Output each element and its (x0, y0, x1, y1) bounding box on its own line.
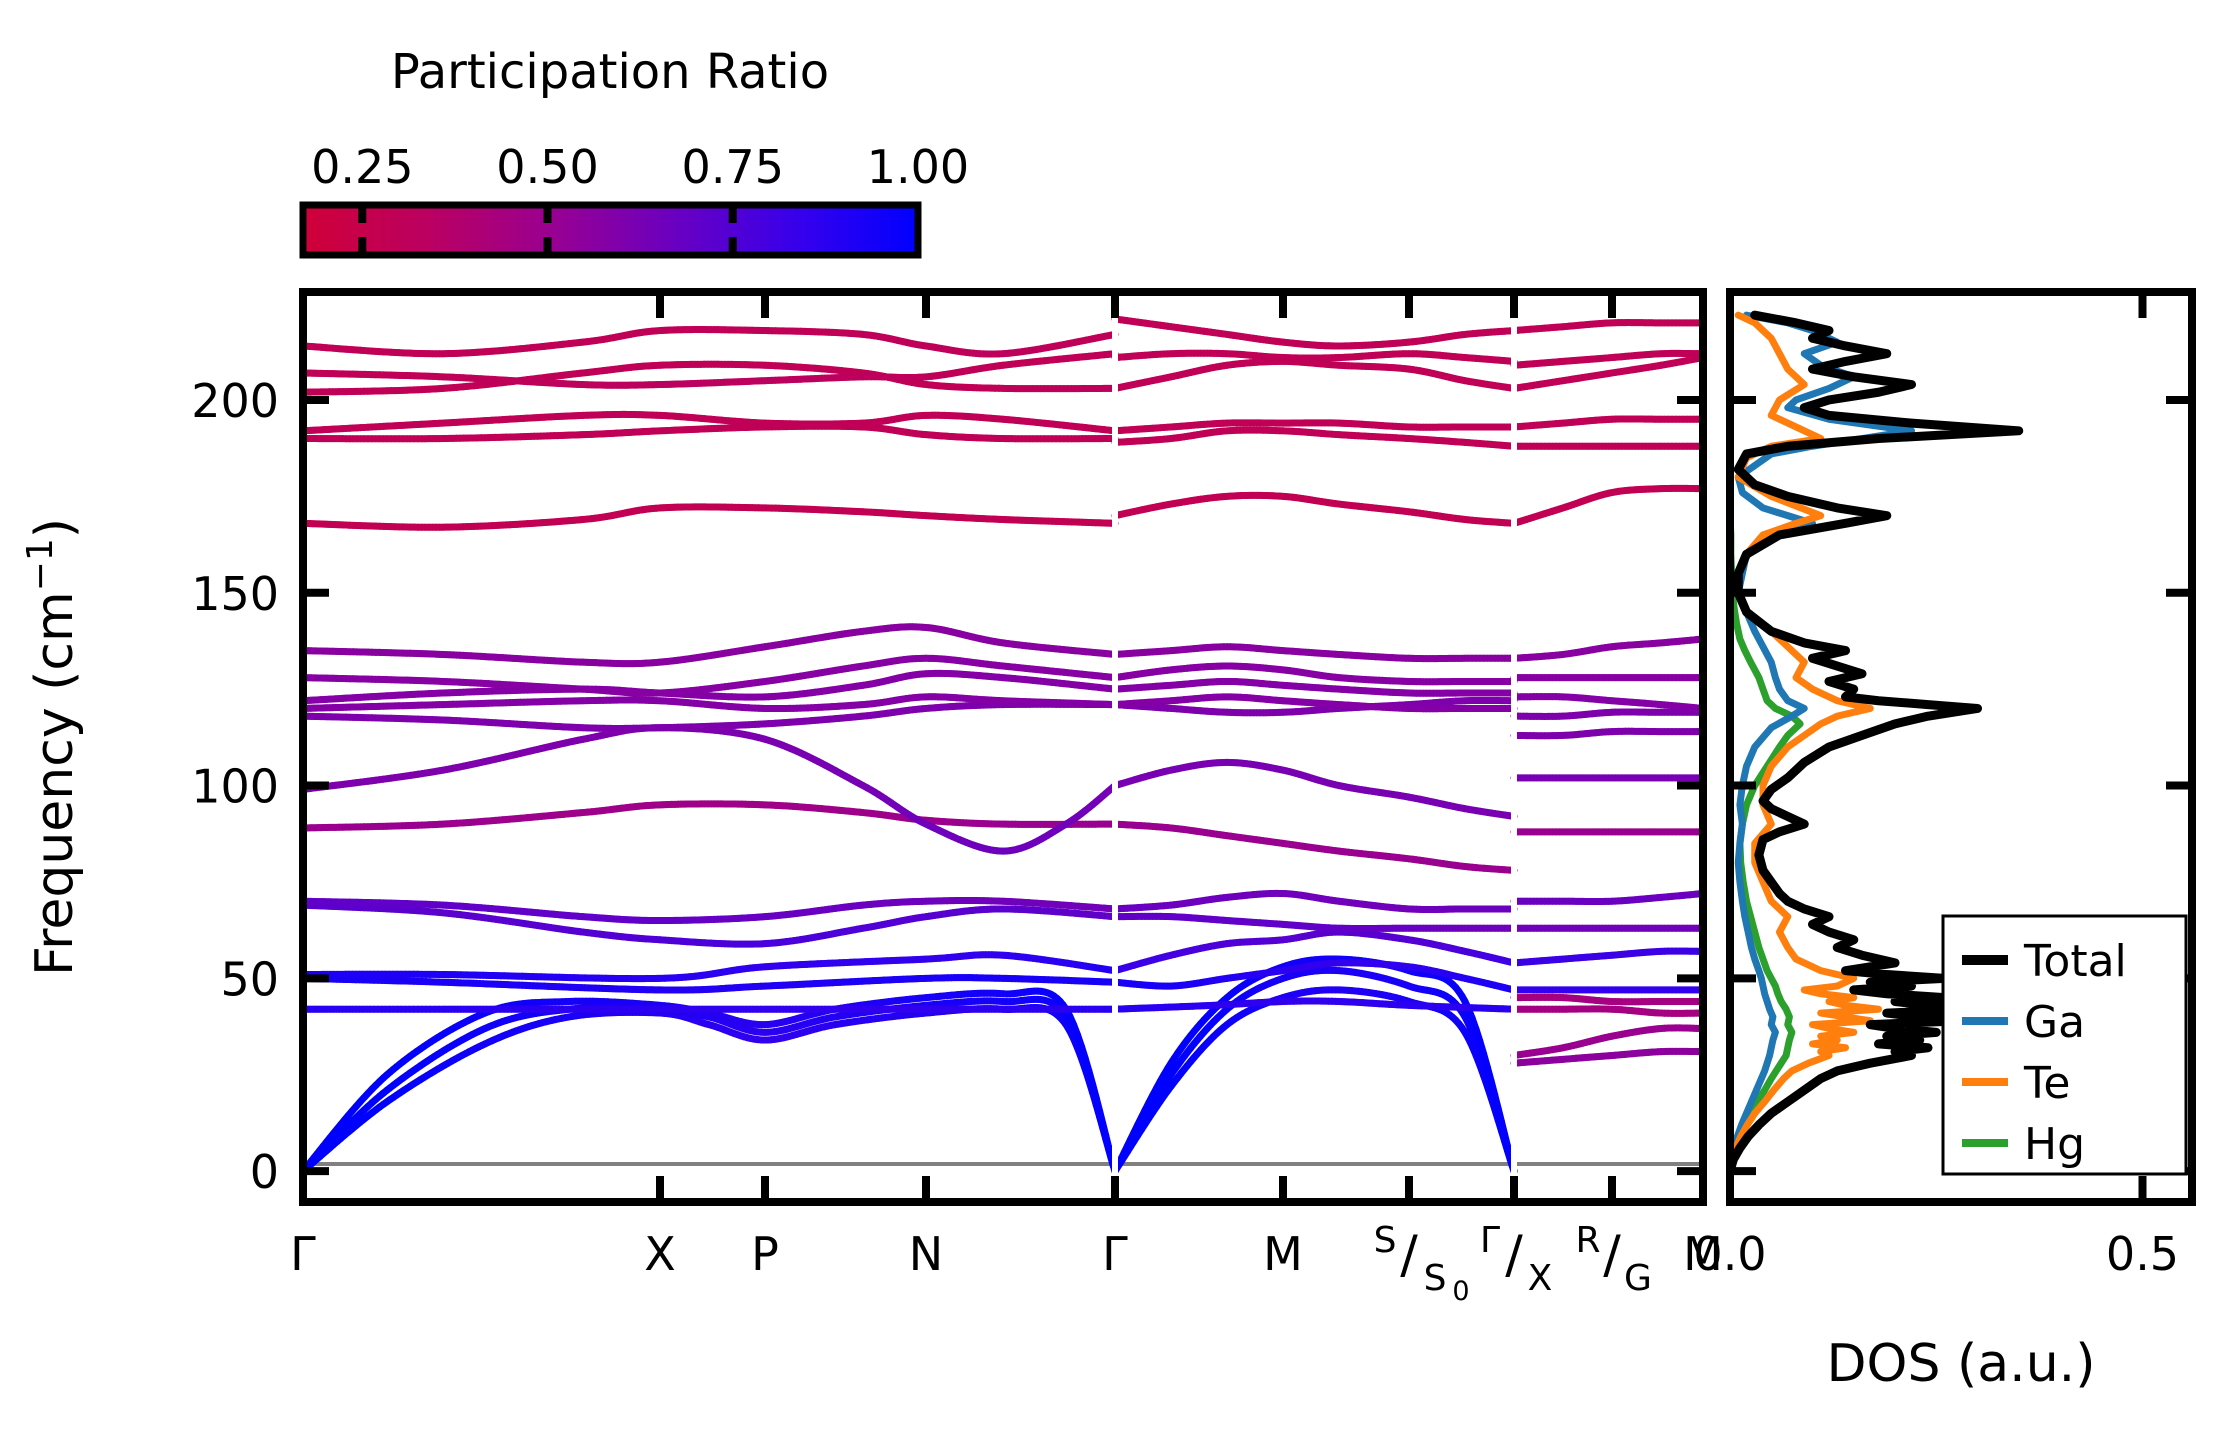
colorbar-ticks (358, 205, 737, 255)
colorbar-tick-label: 0.50 (496, 140, 598, 194)
colorbar-tick-label: 1.00 (867, 140, 969, 194)
colorbar-tick-label: 0.75 (682, 140, 784, 194)
phonon-band-curves (303, 292, 1703, 1202)
colorbar-title: Participation Ratio (391, 44, 829, 100)
colorbar-group: Participation Ratio 0.25 0.50 0.75 1.00 (299, 44, 969, 259)
colorbar-tick-label: 0.25 (311, 140, 413, 194)
colorbar-tick-labels: 0.25 0.50 0.75 1.00 (311, 140, 969, 194)
colorbar-gradient (299, 201, 922, 259)
